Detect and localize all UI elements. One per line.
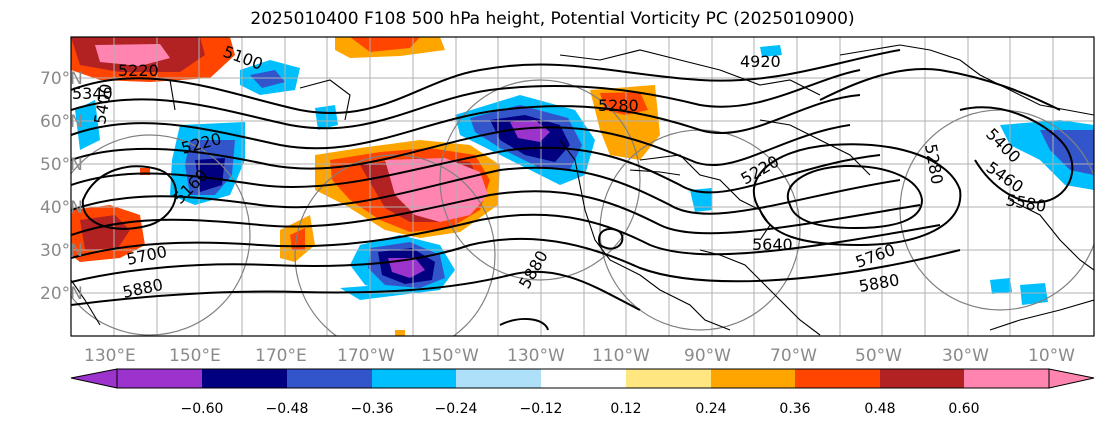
- lon-label: 170°W: [337, 346, 395, 366]
- lat-lon-grid: [71, 37, 1094, 336]
- contour-label: 5580: [1004, 190, 1047, 216]
- colorbar-segment: [711, 369, 795, 388]
- lon-label: 150°E: [169, 346, 221, 366]
- colorbar-tick: 0.48: [864, 401, 895, 417]
- latitude-axis: 70°N 60°N 50°N 40°N 30°N 20°N: [40, 69, 83, 304]
- lon-label: 130°W: [507, 346, 565, 366]
- lat-label: 30°N: [40, 241, 83, 261]
- colorbar-segment: [117, 369, 202, 388]
- height-contours: [71, 49, 1074, 331]
- colorbar-segment: [964, 369, 1049, 388]
- colorbar-tick: 0.12: [610, 401, 641, 417]
- lat-label: 50°N: [40, 155, 83, 175]
- colorbar-tick: −0.48: [266, 401, 309, 417]
- lat-label: 20°N: [40, 284, 83, 304]
- colorbar-frame: [116, 368, 1050, 389]
- colorbar-tick: −0.36: [351, 401, 394, 417]
- colorbar-segment: [541, 369, 626, 388]
- contour-label: 5100: [221, 42, 266, 74]
- lat-label: 40°N: [40, 198, 83, 218]
- colorbar-tick: 0.36: [779, 401, 810, 417]
- contour-label: 5280: [598, 96, 639, 115]
- colorbar-segment: [456, 369, 541, 388]
- map-area: 5100 5220 5340 5400 5220 5160 5700 5880 …: [71, 37, 1094, 336]
- colorbar-segment: [287, 369, 372, 388]
- contour-label: 5640: [752, 235, 793, 254]
- lon-label: 110°W: [592, 346, 650, 366]
- longitude-axis: 130°E 150°E 170°E 170°W 150°W 130°W 110°…: [84, 346, 1075, 366]
- lon-label: 170°E: [255, 346, 307, 366]
- lon-label: 30°W: [942, 346, 989, 366]
- map-frame: [70, 36, 1095, 337]
- colorbar-tick: −0.12: [520, 401, 563, 417]
- contour-label: 5220: [118, 61, 159, 80]
- colorbar: −0.60 −0.48 −0.36 −0.24 −0.12 0.12 0.24 …: [70, 368, 1095, 417]
- colorbar-extend-low: [70, 368, 118, 389]
- contour-label: 5340: [72, 84, 113, 103]
- colorbar-extend-high: [1048, 368, 1095, 389]
- lon-label: 90°W: [684, 346, 731, 366]
- colorbar-segment: [372, 369, 456, 388]
- lon-label: 130°E: [84, 346, 136, 366]
- lon-label: 70°W: [770, 346, 817, 366]
- lon-label: 50°W: [855, 346, 902, 366]
- map-title: 2025010400 F108 500 hPa height, Potentia…: [250, 9, 855, 29]
- lon-label: 10°W: [1028, 346, 1075, 366]
- contour-label: 4920: [740, 52, 781, 71]
- contour-label: 5880: [857, 270, 900, 296]
- colorbar-tick: 0.24: [695, 401, 726, 417]
- lon-label: 150°W: [421, 346, 479, 366]
- lat-label: 60°N: [40, 112, 83, 132]
- colorbar-tick: −0.60: [181, 401, 224, 417]
- colorbar-segment: [880, 369, 964, 388]
- colorbar-segment: [626, 369, 711, 388]
- contour-label: 5880: [515, 247, 552, 292]
- colorbar-tick: 0.60: [948, 401, 979, 417]
- colorbar-segment: [202, 369, 287, 388]
- contour-label: 5880: [121, 275, 165, 302]
- colorbar-segment: [795, 369, 880, 388]
- lat-label: 70°N: [40, 69, 83, 89]
- colorbar-tick: −0.24: [435, 401, 478, 417]
